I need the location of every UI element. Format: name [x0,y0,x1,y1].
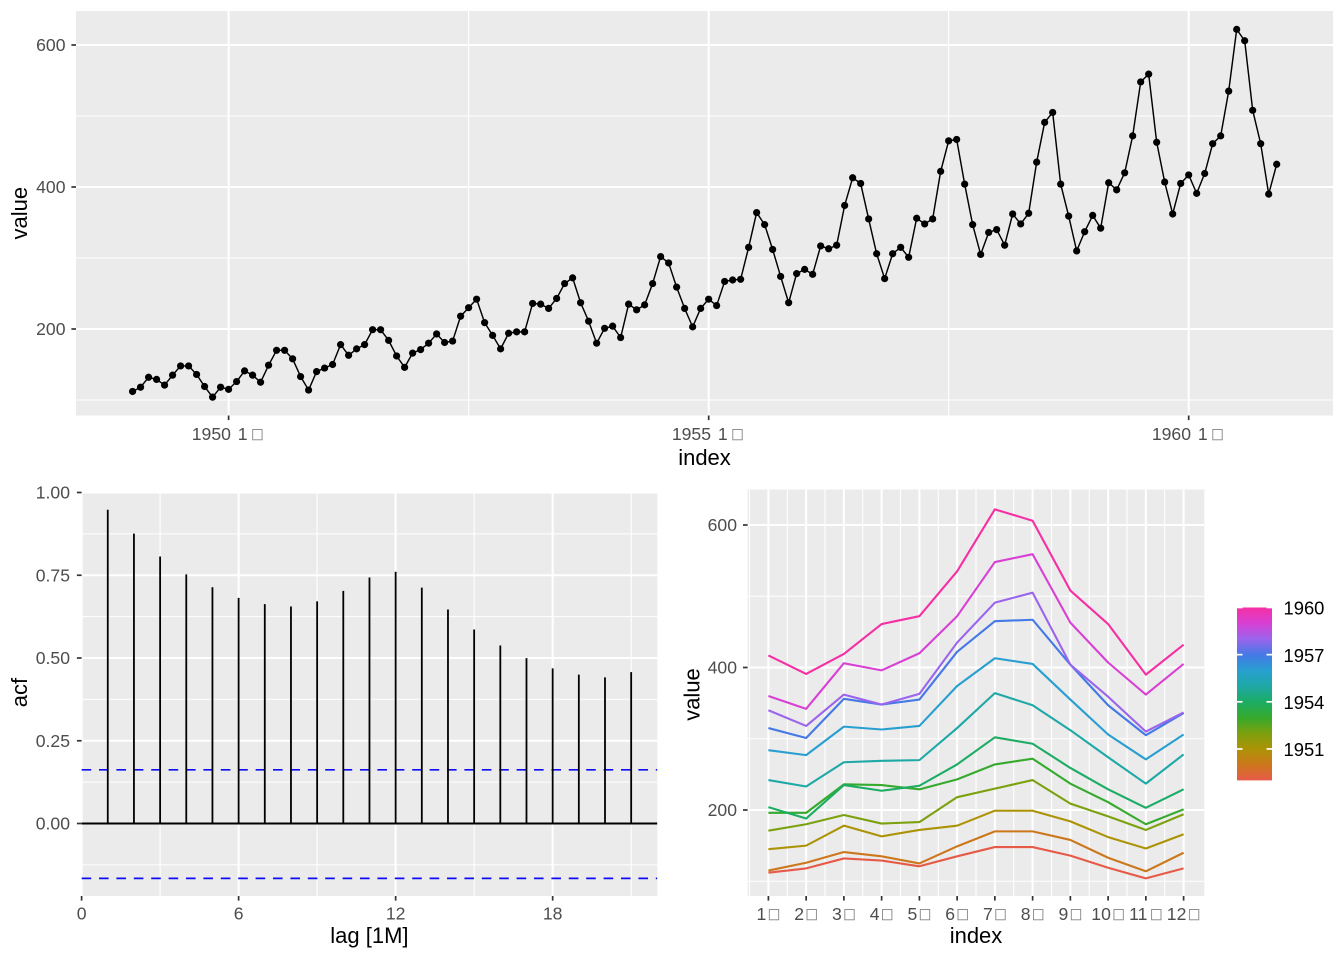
svg-text:8: 8 [1021,904,1031,924]
svg-text:3: 3 [832,904,842,924]
svg-text:400: 400 [36,177,66,197]
svg-text:400: 400 [708,658,738,678]
svg-text:1: 1 [718,424,728,444]
svg-text:lag [1M]: lag [1M] [330,923,408,948]
svg-text:1955: 1955 [672,424,711,444]
svg-text:1954: 1954 [1284,692,1325,713]
svg-text:5: 5 [908,904,918,924]
svg-text:index: index [678,445,731,470]
svg-text:value: value [7,187,32,240]
svg-text:18: 18 [543,904,563,924]
svg-text:1957: 1957 [1284,645,1325,666]
svg-text:12: 12 [1167,904,1187,924]
svg-text:7: 7 [983,904,993,924]
svg-text:600: 600 [36,35,66,55]
svg-text:0.75: 0.75 [36,566,70,586]
svg-text:1960: 1960 [1152,424,1191,444]
svg-text:0.00: 0.00 [36,814,70,834]
svg-text:10: 10 [1091,904,1111,924]
svg-text:2: 2 [794,904,804,924]
svg-text:600: 600 [708,515,738,535]
svg-text:index: index [950,923,1003,948]
svg-text:11: 11 [1129,904,1147,924]
svg-text:acf: acf [7,677,32,707]
svg-text:1: 1 [757,904,767,924]
svg-text:0: 0 [77,904,87,924]
svg-text:1.00: 1.00 [36,483,70,503]
svg-text:6: 6 [945,904,955,924]
svg-text:200: 200 [36,319,66,339]
svg-text:1950: 1950 [192,424,231,444]
svg-text:1951: 1951 [1284,739,1325,760]
svg-text:200: 200 [708,800,738,820]
svg-text:6: 6 [234,904,244,924]
svg-text:12: 12 [386,904,406,924]
svg-text:value: value [679,668,704,721]
svg-text:0.25: 0.25 [36,731,70,751]
svg-text:4: 4 [870,904,880,924]
svg-text:9: 9 [1059,904,1069,924]
svg-text:0.50: 0.50 [36,648,70,668]
svg-text:1960: 1960 [1284,598,1325,619]
svg-text:1: 1 [238,424,248,444]
svg-text:1: 1 [1198,424,1208,444]
